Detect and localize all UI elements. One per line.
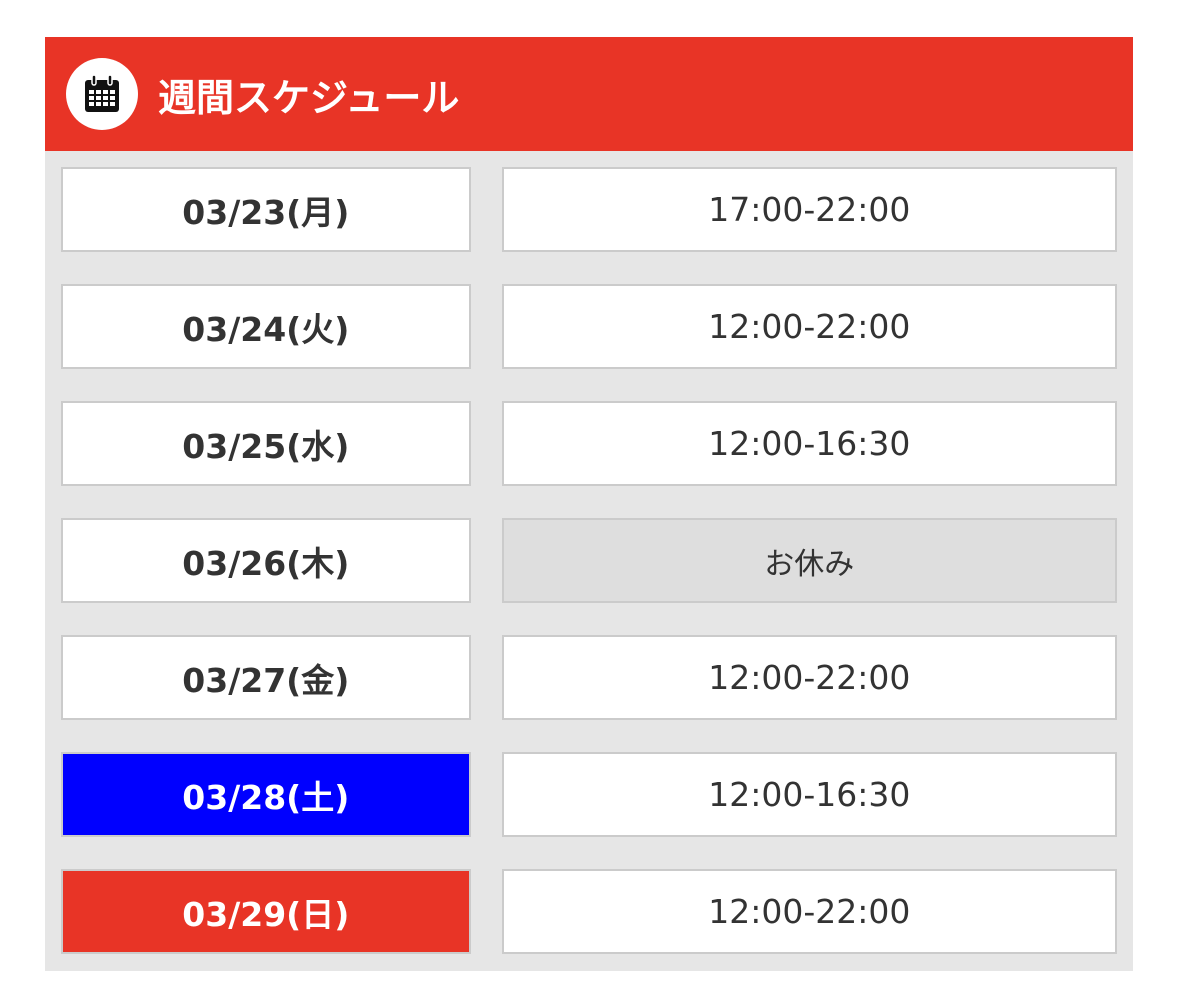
schedule-day-off: お休み bbox=[501, 518, 1117, 603]
schedule-date: 03/24(火) bbox=[61, 284, 471, 369]
schedule-date: 03/29(日) bbox=[61, 869, 471, 954]
schedule-row: 03/25(水) 12:00-16:30 bbox=[61, 401, 1117, 486]
schedule-row: 03/24(火) 12:00-22:00 bbox=[61, 284, 1117, 369]
panel-header: 週間スケジュール bbox=[45, 37, 1133, 151]
schedule-date: 03/28(土) bbox=[61, 752, 471, 837]
schedule-row: 03/27(金) 12:00-22:00 bbox=[61, 635, 1117, 720]
schedule-date: 03/25(水) bbox=[61, 401, 471, 486]
page-title: 週間スケジュール bbox=[158, 75, 460, 120]
weekly-schedule-panel: 週間スケジュール 03/23(月) 17:00-22:00 03/24(火) 12:0… bbox=[45, 37, 1133, 971]
schedule-row: 03/23(月) 17:00-22:00 bbox=[61, 167, 1117, 252]
schedule-hours: 12:00-22:00 bbox=[501, 635, 1117, 720]
schedule-row: 03/29(日) 12:00-22:00 bbox=[61, 869, 1117, 954]
calendar-icon bbox=[66, 58, 138, 130]
schedule-row: 03/28(土) 12:00-16:30 bbox=[61, 752, 1117, 837]
schedule-hours: 12:00-16:30 bbox=[501, 401, 1117, 486]
schedule-date: 03/27(金) bbox=[61, 635, 471, 720]
schedule-list: 03/23(月) 17:00-22:00 03/24(火) 12:00-22:00 03… bbox=[45, 151, 1133, 971]
schedule-date: 03/26(木) bbox=[61, 518, 471, 603]
schedule-hours: 12:00-22:00 bbox=[501, 869, 1117, 954]
schedule-hours: 17:00-22:00 bbox=[501, 167, 1117, 252]
schedule-hours: 12:00-22:00 bbox=[501, 284, 1117, 369]
schedule-row: 03/26(木) お休み bbox=[61, 518, 1117, 603]
schedule-hours: 12:00-16:30 bbox=[501, 752, 1117, 837]
schedule-date: 03/23(月) bbox=[61, 167, 471, 252]
